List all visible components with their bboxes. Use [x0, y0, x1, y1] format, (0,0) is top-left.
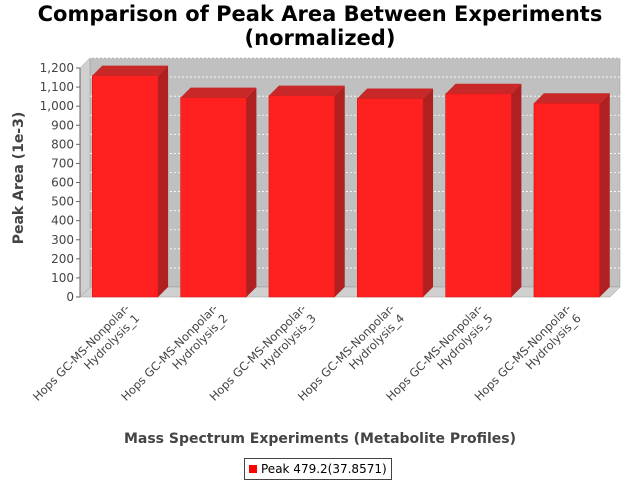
y-tick-label: 600 — [51, 176, 74, 190]
legend-swatch — [249, 465, 257, 473]
bars — [92, 65, 610, 298]
bar — [357, 88, 434, 298]
y-tick-label: 500 — [51, 195, 74, 209]
bar — [533, 93, 610, 298]
legend-label: Peak 479.2(37.8571) — [261, 462, 387, 476]
bar-side — [158, 65, 169, 297]
bar-front — [445, 93, 512, 298]
bar-top — [533, 93, 610, 104]
bar-top — [92, 65, 169, 76]
y-tick-label: 800 — [51, 137, 74, 151]
chart-title-line-1: Comparison of Peak Area Between Experime… — [37, 2, 603, 26]
chart-title: Comparison of Peak Area Between Experime… — [0, 2, 640, 50]
y-tick-label: 700 — [51, 156, 74, 170]
plot-left-wall — [79, 57, 91, 298]
y-tick-label: 0 — [66, 290, 74, 304]
bar-side — [334, 85, 345, 297]
legend: Peak 479.2(37.8571) — [244, 458, 392, 480]
y-tick-label: 100 — [51, 271, 74, 285]
y-tick-label: 400 — [51, 214, 74, 228]
bar-top — [268, 85, 345, 96]
bar-side — [511, 83, 522, 297]
chart-title-line-2: (normalized) — [244, 26, 396, 50]
bar-front — [180, 97, 247, 298]
y-tick-label: 300 — [51, 233, 74, 247]
y-axis-label: Peak Area (1e-3) — [11, 111, 27, 245]
y-tick-label: 1,100 — [40, 80, 74, 94]
y-tick-label: 1,200 — [40, 61, 74, 75]
bar — [180, 87, 257, 298]
bar-side — [246, 87, 257, 298]
bar-top — [445, 83, 522, 94]
y-axis: 0 100 200 300 400 500 600 700 800 900 1,000 1,100 1,… — [40, 61, 81, 304]
bar-front — [268, 95, 335, 298]
bar-side — [599, 93, 610, 297]
bar — [268, 85, 345, 298]
gridlines — [90, 57, 620, 269]
bar-top — [180, 87, 257, 98]
y-tick-label: 900 — [51, 118, 74, 132]
y-tick-label: 200 — [51, 252, 74, 266]
bar-side — [423, 88, 434, 298]
bar-front — [92, 75, 159, 298]
bar-front — [357, 98, 424, 298]
bar — [445, 83, 522, 298]
bar — [92, 65, 169, 298]
x-axis-label: Mass Spectrum Experiments (Metabolite Pr… — [123, 431, 517, 447]
bar-front — [533, 103, 600, 298]
bar-top — [357, 88, 434, 99]
x-tick-label-line: Hops GC-MS-Nonpolar- — [30, 301, 132, 403]
y-tick-label: 1,000 — [40, 99, 74, 113]
